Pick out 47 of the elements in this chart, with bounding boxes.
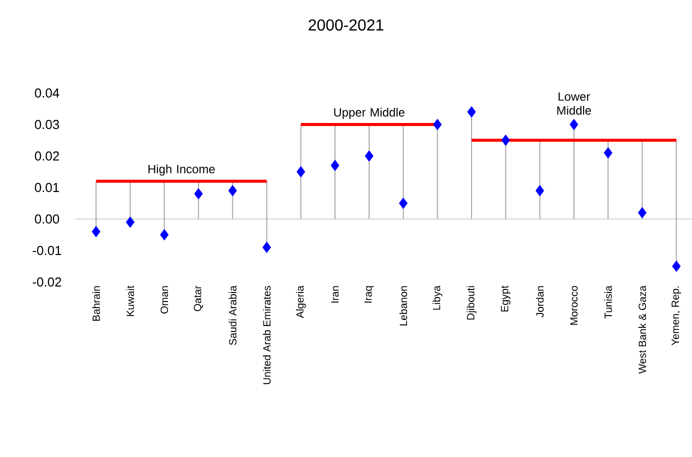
- x-tick-label: Egypt: [501, 286, 510, 312]
- x-tick-label: Saudi Arabia: [228, 286, 236, 345]
- x-tick-label: Jordan: [536, 286, 544, 318]
- x-tick-label: United Arab Emirates: [262, 286, 271, 384]
- point: [126, 216, 135, 228]
- x-tick-label: Djibouti: [466, 286, 476, 320]
- x-tick-label: Morocco: [570, 286, 578, 325]
- point: [398, 198, 408, 209]
- y-tick-label: 0.00: [34, 214, 60, 224]
- point: [296, 166, 306, 178]
- x-tick-label: Yemen, Rep.: [672, 286, 682, 346]
- point: [467, 106, 476, 118]
- point: [194, 188, 203, 200]
- point: [638, 207, 647, 218]
- point: [672, 260, 681, 272]
- point: [160, 229, 169, 240]
- y-tick-label: 0.03: [34, 120, 60, 130]
- y-tick-label: -0.01: [32, 246, 62, 256]
- point: [536, 184, 544, 196]
- annotation: Upper Middle: [334, 108, 404, 119]
- annotation: High Income: [148, 164, 215, 176]
- annotation: Lower Middle: [557, 92, 592, 115]
- point: [330, 160, 340, 172]
- point: [570, 118, 578, 130]
- x-tick-label: Algeria: [296, 286, 306, 318]
- x-tick-label: West Bank & Gaza: [638, 286, 646, 374]
- x-tick-label: Qatar: [194, 286, 204, 312]
- y-tick-label: 0.02: [34, 151, 59, 161]
- x-tick-label: Lebanon: [399, 286, 408, 326]
- point: [433, 118, 442, 130]
- point: [262, 242, 272, 254]
- y-tick-label: -0.02: [32, 277, 62, 287]
- point: [501, 134, 510, 146]
- x-tick-label: Libya: [432, 286, 442, 310]
- x-tick-label: Oman: [160, 286, 168, 314]
- x-tick-label: Iraq: [364, 286, 374, 303]
- x-tick-label: Iran: [331, 286, 339, 303]
- y-tick-label: 0.04: [34, 88, 60, 98]
- point: [228, 184, 237, 196]
- point: [604, 147, 612, 159]
- x-tick-label: Tunisia: [604, 286, 612, 319]
- x-tick-label: Bahrain: [92, 286, 100, 321]
- point: [364, 150, 374, 162]
- chart-title: 2000-2021: [308, 19, 384, 31]
- x-tick-label: Kuwait: [126, 286, 134, 316]
- point: [92, 226, 100, 238]
- y-tick-label: 0.01: [34, 182, 59, 192]
